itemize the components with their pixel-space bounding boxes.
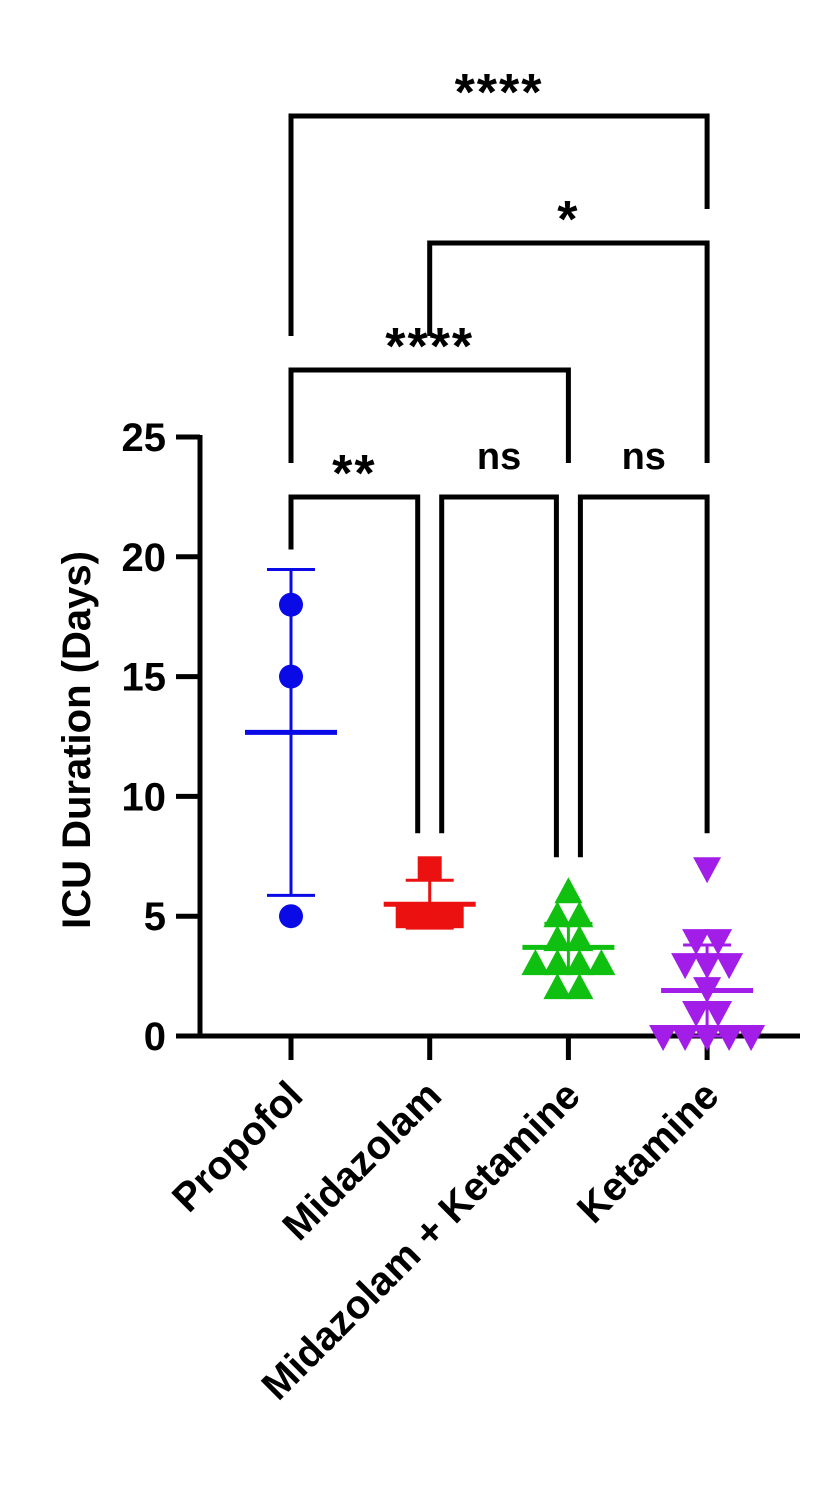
y-tick-label: 25 [122,416,167,460]
data-point [543,925,572,952]
significance-label: ns [477,436,521,478]
x-tick-label: Ketamine [569,1073,727,1231]
data-point [565,925,594,952]
data-point [671,1025,700,1051]
data-point [543,901,572,928]
significance-bracket [439,494,559,858]
y-tick-label: 20 [122,536,167,580]
significance-label: * [557,191,579,249]
data-point [543,949,572,976]
data-point [395,904,420,929]
data-point [565,901,594,928]
data-point [439,904,464,929]
data-point [715,953,744,980]
y-tick-label: 10 [122,775,167,819]
significance-bracket [288,494,421,834]
data-point [521,949,550,976]
significance-bracket [577,494,710,858]
data-point [565,949,594,976]
data-point [704,1001,733,1028]
data-point [682,1001,711,1028]
y-tick-label: 5 [144,895,166,939]
significance-label: **** [455,64,544,122]
significance-bracket [288,367,571,463]
data-point [543,973,572,1000]
significance-bracket [427,240,710,463]
significance-label: ** [332,445,376,503]
data-point [682,929,711,956]
data-point [587,949,616,976]
significance-label: ns [622,436,666,478]
data-point [279,904,303,929]
data-point [693,1025,722,1051]
data-point [554,877,583,904]
y-tick-label: 0 [144,1015,166,1059]
data-point [704,929,733,956]
y-axis-label: ICU Duration (Days) [55,551,99,929]
significance-bracket [288,113,710,336]
data-point [715,1025,744,1051]
data-point [417,856,442,881]
data-point [671,953,700,980]
data-point [565,973,594,1000]
x-tick-label: Propofol [164,1073,311,1220]
data-point [649,1025,678,1051]
y-tick-label: 15 [122,656,167,700]
data-point [693,857,722,884]
data-point [737,1025,766,1051]
